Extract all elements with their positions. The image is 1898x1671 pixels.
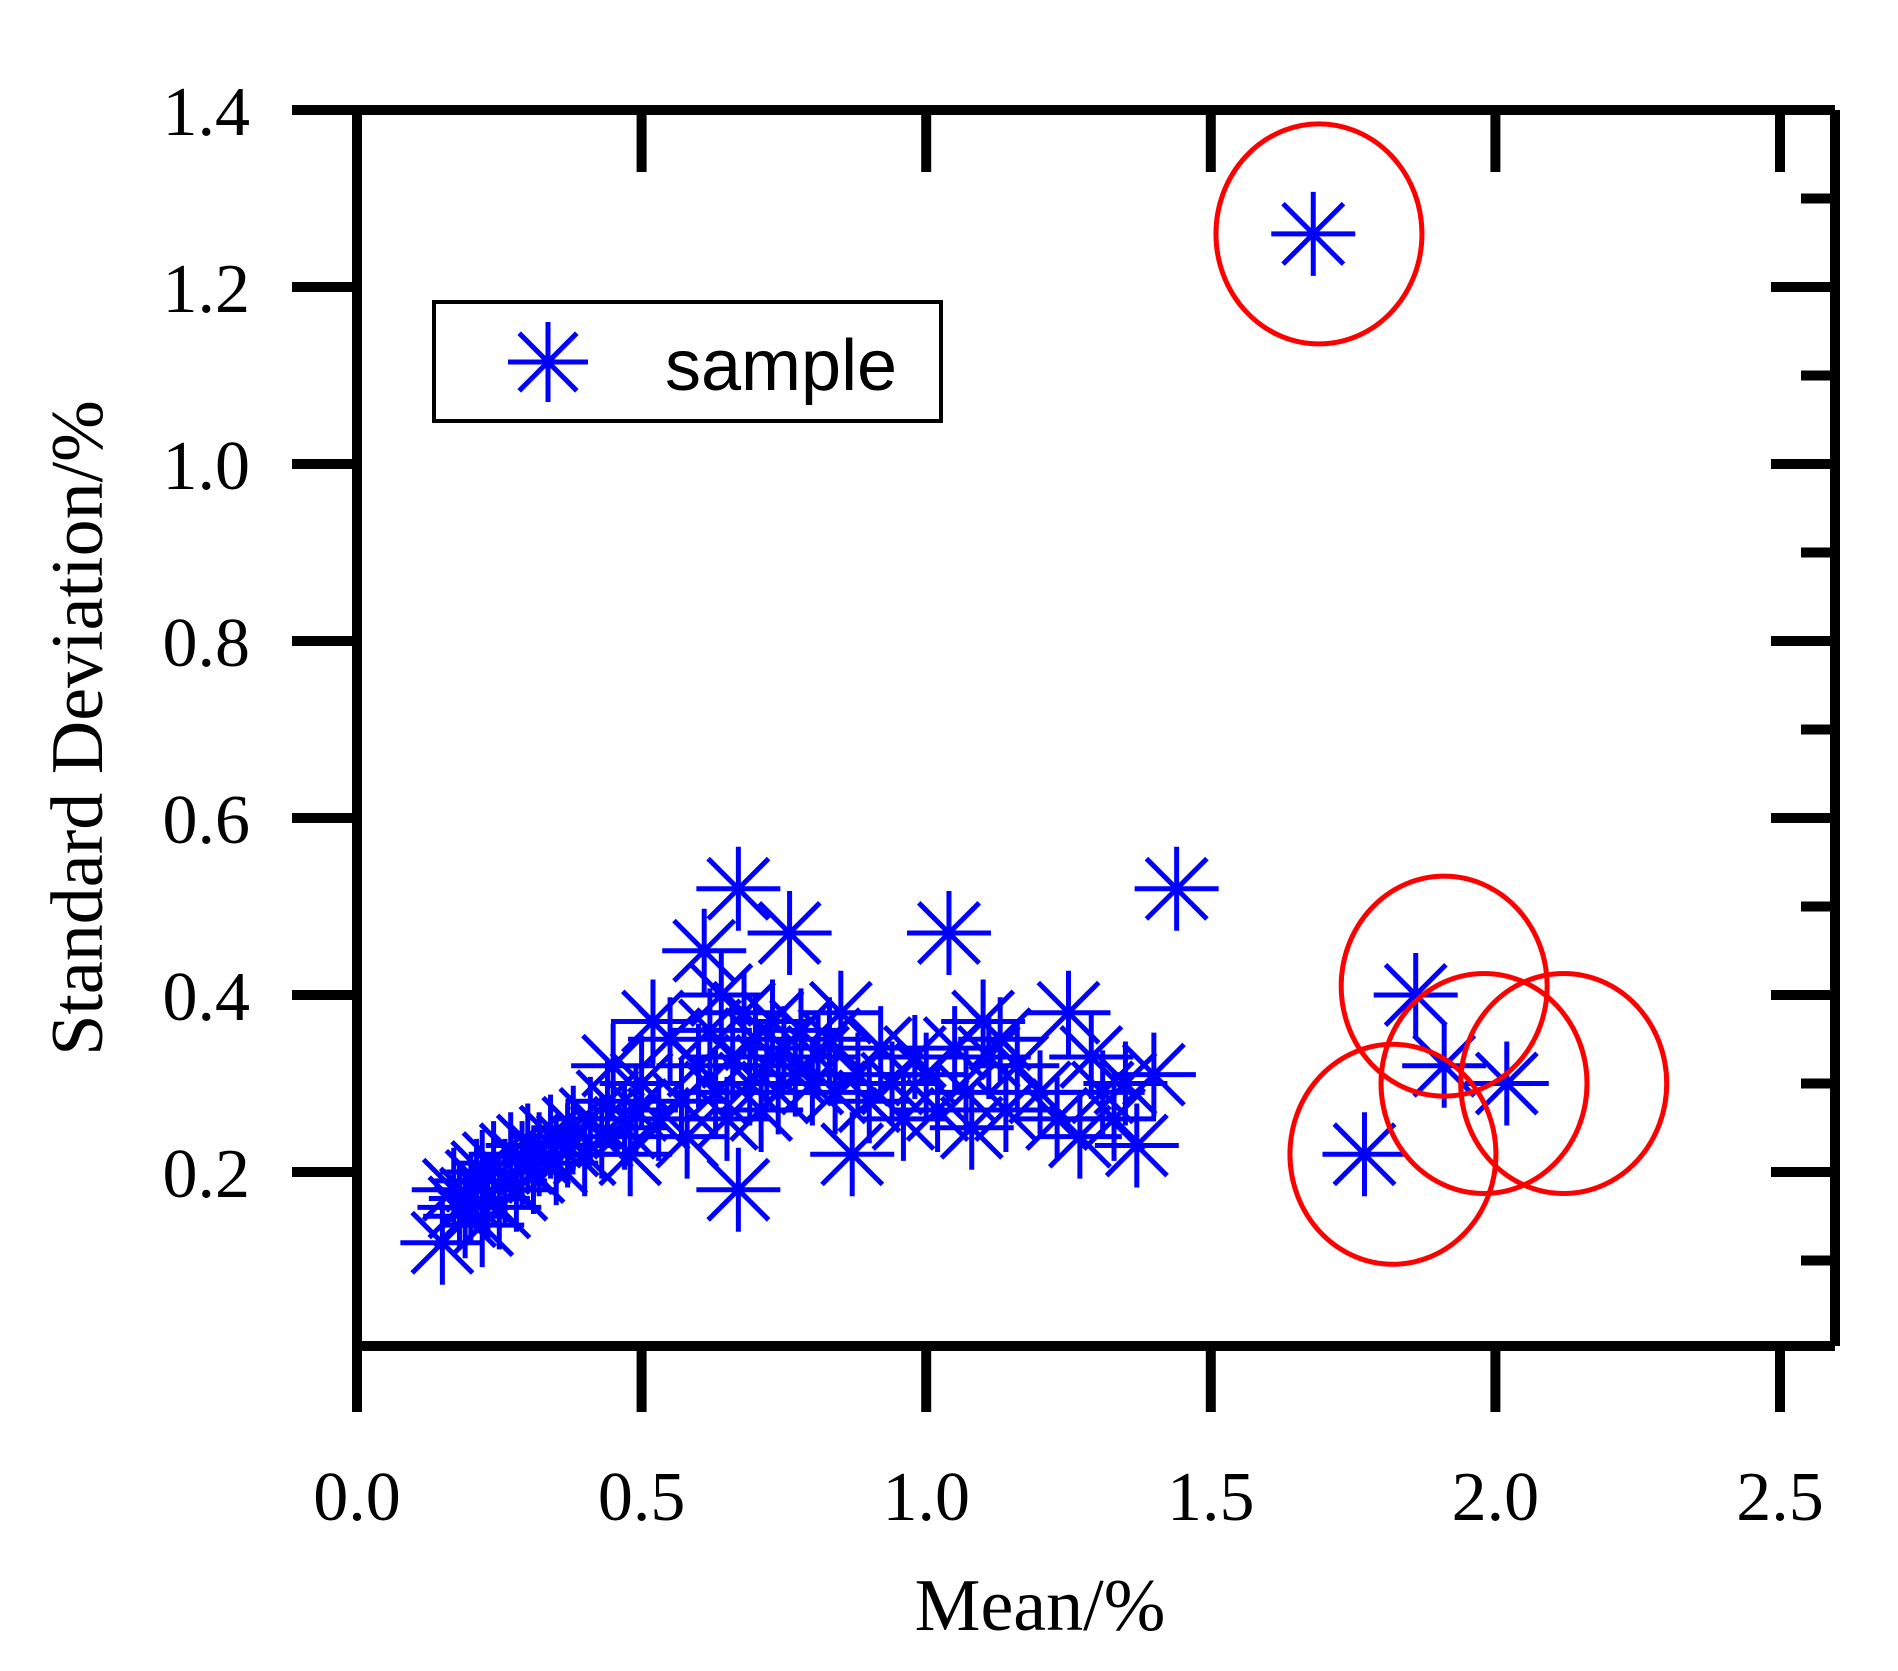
data-point: [850, 1041, 935, 1126]
data-point: [861, 1076, 946, 1161]
data-point: [975, 1023, 1060, 1108]
asterisk-stroke: [517, 331, 579, 393]
asterisk-stroke: [916, 901, 981, 966]
asterisk-stroke: [808, 980, 873, 1045]
y-tick-label: 1.2: [163, 251, 251, 328]
asterisk-stroke: [740, 989, 805, 1054]
y-tick-label: 0.6: [163, 782, 251, 859]
x-axis-label: Mean/%: [915, 1565, 1166, 1647]
asterisk-stroke: [968, 1007, 1033, 1072]
asterisk-stroke: [1104, 1113, 1169, 1178]
asterisk-stroke: [848, 1016, 913, 1081]
y-tick-label: 0.4: [163, 959, 251, 1036]
data-point: [1037, 1094, 1122, 1179]
data-point: [1134, 846, 1219, 931]
data-point: [1322, 1112, 1407, 1197]
data-point: [696, 846, 781, 931]
asterisk-stroke: [672, 918, 737, 983]
asterisk-stroke: [1059, 1024, 1124, 1089]
legend-label-sample: sample: [665, 326, 897, 406]
data-point: [679, 953, 764, 1037]
asterisk-stroke: [581, 1033, 646, 1098]
asterisk-stroke: [780, 1051, 845, 1116]
outlier-circle: [1338, 873, 1550, 1099]
tick-labels: 0.0 0.5 1.0 1.5 2.0 2.5 0.2 0.4 0.6 0.8 1.0 1.2 1.4: [163, 74, 1824, 1536]
x-tick-label: 0.0: [313, 1459, 401, 1536]
data-point: [696, 1147, 781, 1232]
y-tick-label: 1.0: [163, 428, 251, 505]
data-point: [838, 1006, 923, 1091]
asterisk-stroke: [603, 1078, 668, 1143]
outlier-circle: [1213, 121, 1425, 347]
legend: sample: [432, 300, 943, 423]
asterisk-stroke: [985, 1033, 1050, 1098]
x-tick-label: 1.0: [882, 1459, 970, 1536]
data-point: [1094, 1103, 1179, 1188]
data-point: [1271, 191, 1356, 276]
data-point: [1111, 1032, 1196, 1117]
data-point: [906, 891, 991, 976]
axes: [292, 105, 1840, 1412]
data-point: [1464, 1041, 1549, 1126]
asterisk-stroke: [706, 856, 771, 921]
data-point: [798, 970, 883, 1055]
outlier-circles: [1213, 121, 1670, 1267]
asterisk-stroke: [712, 980, 777, 1045]
y-tick-label: 1.4: [163, 74, 251, 151]
data-point: [1072, 1076, 1157, 1161]
data-point: [810, 1112, 895, 1197]
asterisk-stroke: [689, 962, 754, 1028]
asterisk-stroke: [1383, 962, 1448, 1028]
data-point: [1026, 970, 1111, 1055]
outlier-circle: [1458, 971, 1670, 1196]
asterisk-stroke: [1144, 856, 1209, 921]
y-tick-label: 0.8: [163, 605, 251, 682]
data-point: [1373, 953, 1458, 1037]
asterisk-stroke: [1412, 1033, 1477, 1098]
asterisk-stroke: [1332, 1122, 1397, 1187]
outlier-circle: [1378, 971, 1590, 1196]
data-point: [958, 997, 1043, 1082]
data-point: [929, 1085, 1014, 1170]
asterisk-stroke: [757, 901, 822, 966]
asterisk-stroke: [1281, 201, 1346, 266]
asterisk-stroke: [820, 1122, 885, 1187]
x-tick-label: 2.0: [1452, 1459, 1540, 1536]
x-tick-label: 2.5: [1736, 1459, 1824, 1536]
data-point: [747, 891, 832, 976]
legend-asterisk: [508, 322, 588, 402]
asterisk-stroke: [1008, 1060, 1073, 1125]
asterisk-stroke: [1036, 980, 1101, 1045]
asterisk-stroke: [706, 1157, 771, 1222]
y-tick-label: 0.2: [163, 1136, 251, 1213]
asterisk-stroke: [934, 1060, 999, 1125]
x-tick-label: 1.5: [1167, 1459, 1255, 1536]
data-point: [667, 988, 752, 1073]
x-tick-label: 0.5: [598, 1459, 686, 1536]
asterisk-stroke: [1082, 1086, 1147, 1151]
asterisk-stroke: [1025, 1086, 1090, 1151]
outlier-circle: [1287, 1041, 1499, 1267]
data-points: [400, 191, 1549, 1285]
legend-marker-asterisk: [508, 322, 588, 402]
data-point: [662, 908, 747, 993]
y-axis-label: Standard Deviation/%: [37, 400, 119, 1056]
asterisk-stroke: [1121, 1042, 1186, 1107]
asterisk-stroke: [541, 1095, 606, 1160]
